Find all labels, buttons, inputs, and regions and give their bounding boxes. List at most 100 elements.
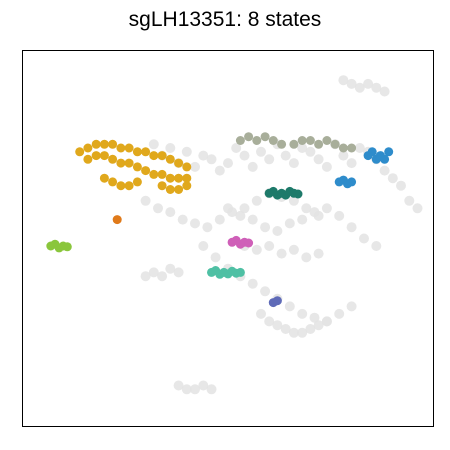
background-point (313, 320, 324, 331)
background-point (313, 154, 324, 165)
state-point (322, 136, 332, 145)
background-point (214, 214, 225, 225)
background-point (239, 150, 250, 161)
state-point (314, 139, 324, 149)
state-point (116, 181, 126, 191)
background-point (297, 143, 308, 153)
state-point (75, 147, 85, 157)
state-point (62, 242, 72, 252)
background-point (214, 165, 225, 176)
background-point (354, 82, 365, 93)
state-point (124, 181, 134, 191)
state-point (235, 267, 245, 277)
state-point (182, 181, 192, 191)
background-point (165, 143, 176, 153)
background-point (251, 195, 262, 206)
state-point (108, 139, 118, 149)
background-point (280, 150, 291, 161)
background-point (264, 154, 275, 165)
background-point (313, 248, 324, 259)
background-point (165, 263, 176, 274)
state-point (165, 185, 175, 194)
background-point (288, 195, 299, 206)
state-point (149, 151, 159, 161)
state-point (141, 147, 151, 157)
background-cells (140, 75, 423, 395)
background-point (371, 241, 382, 251)
background-point (210, 252, 221, 263)
background-point (305, 146, 316, 157)
background-point (264, 241, 275, 251)
background-point (260, 286, 271, 297)
state-point (174, 173, 184, 183)
state-point (305, 136, 315, 145)
background-point (272, 320, 283, 331)
background-point (165, 207, 176, 218)
state-point (157, 151, 167, 161)
state-point (132, 147, 142, 157)
state-point (157, 169, 167, 179)
state-point (252, 136, 262, 145)
state-point (112, 215, 122, 225)
background-point (280, 324, 291, 334)
background-point (359, 233, 369, 244)
state-point (347, 143, 357, 153)
plot-frame (22, 50, 434, 427)
state-point (91, 139, 101, 149)
background-point (157, 271, 168, 282)
state-point (99, 139, 109, 149)
background-point (321, 161, 332, 172)
background-point (264, 316, 275, 327)
state-point (272, 296, 282, 306)
background-point (148, 267, 159, 278)
state-point (157, 181, 167, 191)
state-1-series (75, 139, 192, 194)
state-2-series (235, 132, 357, 153)
background-point (309, 207, 320, 218)
background-point (371, 82, 382, 93)
background-point (247, 214, 258, 225)
background-point (321, 316, 332, 327)
background-point (223, 158, 233, 169)
background-point (190, 218, 200, 229)
background-point (346, 222, 357, 233)
state-point (293, 189, 303, 199)
state-point (165, 173, 175, 183)
state-point (174, 185, 184, 194)
state-point (149, 169, 159, 179)
background-point (272, 226, 283, 236)
background-point (387, 173, 398, 184)
background-point (177, 214, 188, 225)
state-point (384, 147, 394, 157)
state-7-series (46, 239, 72, 253)
state-point (182, 162, 192, 172)
background-point (309, 312, 320, 323)
state-point (116, 158, 126, 168)
background-point (338, 150, 349, 161)
state-point (99, 151, 109, 161)
state-10-series (268, 296, 282, 308)
background-point (379, 86, 390, 97)
background-point (346, 158, 357, 169)
state-point (132, 177, 142, 187)
background-point (148, 139, 159, 150)
state-point (244, 238, 254, 248)
background-point (321, 203, 332, 214)
background-point (140, 271, 151, 282)
background-point (346, 301, 357, 312)
background-point (284, 218, 295, 229)
background-point (346, 78, 357, 89)
state-point (338, 143, 348, 153)
state-point (347, 177, 357, 187)
state-point (83, 143, 93, 153)
background-point (235, 210, 246, 221)
background-point (206, 154, 217, 165)
background-point (297, 308, 308, 319)
background-point (301, 252, 312, 263)
background-point (239, 203, 250, 214)
state-5-series (264, 186, 303, 200)
state-8-series (227, 235, 254, 249)
background-point (288, 158, 299, 169)
state-point (289, 139, 299, 149)
